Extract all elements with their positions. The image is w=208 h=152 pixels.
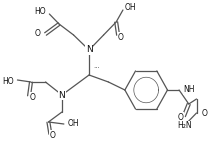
Text: N: N [59, 90, 65, 100]
Text: O: O [30, 93, 36, 102]
Text: OH: OH [68, 119, 79, 128]
Text: N: N [86, 45, 92, 55]
Text: ···: ··· [93, 65, 100, 71]
Text: O: O [49, 131, 55, 140]
Text: NH: NH [183, 85, 194, 95]
Text: O: O [201, 109, 207, 117]
Text: O: O [35, 29, 41, 38]
Text: O: O [118, 33, 124, 41]
Text: OH: OH [125, 2, 136, 12]
Text: HO: HO [2, 78, 14, 86]
Text: O: O [178, 112, 184, 121]
Text: HO: HO [34, 7, 46, 17]
Text: H₂N: H₂N [178, 121, 192, 131]
